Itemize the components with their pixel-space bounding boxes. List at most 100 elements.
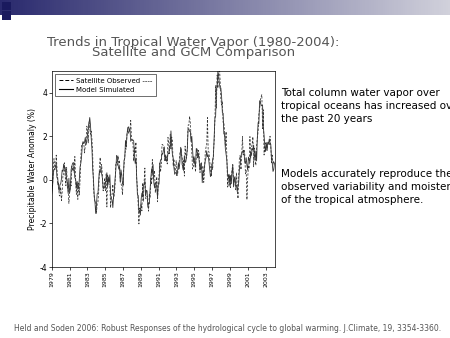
Bar — [58, 0, 61, 15]
Bar — [288, 0, 290, 15]
Bar — [2, 0, 4, 15]
Bar — [328, 0, 331, 15]
Bar — [236, 0, 238, 15]
Bar — [146, 0, 148, 15]
Bar — [387, 0, 389, 15]
Bar — [176, 0, 178, 15]
Bar — [245, 0, 248, 15]
Bar — [164, 0, 166, 15]
Bar — [252, 0, 254, 15]
Bar — [248, 0, 250, 15]
Bar — [223, 0, 225, 15]
Bar — [194, 0, 196, 15]
Bar — [16, 0, 18, 15]
Bar — [254, 0, 256, 15]
Bar — [266, 0, 268, 15]
Bar — [124, 0, 126, 15]
Bar — [45, 0, 47, 15]
Bar — [130, 0, 133, 15]
Bar — [142, 0, 144, 15]
Bar — [104, 0, 106, 15]
Bar — [302, 0, 304, 15]
Bar — [184, 0, 187, 15]
Bar — [133, 0, 135, 15]
Bar — [32, 0, 34, 15]
Bar — [169, 0, 171, 15]
Bar — [83, 0, 86, 15]
Bar — [196, 0, 198, 15]
Bar — [439, 0, 441, 15]
Bar — [20, 0, 22, 15]
Bar — [155, 0, 158, 15]
Bar — [367, 0, 369, 15]
Bar — [0, 0, 2, 15]
Bar — [274, 0, 277, 15]
Bar — [9, 0, 11, 15]
Bar — [250, 0, 252, 15]
Bar — [90, 0, 92, 15]
Bar — [94, 0, 97, 15]
Bar — [284, 0, 286, 15]
Bar — [281, 0, 284, 15]
Bar — [407, 0, 410, 15]
Bar — [356, 0, 358, 15]
Text: Models accurately reproduce the
observed variability and moistening
of the tropi: Models accurately reproduce the observed… — [281, 169, 450, 206]
Bar — [414, 0, 416, 15]
Bar — [79, 0, 81, 15]
Bar — [338, 0, 340, 15]
Bar — [50, 0, 52, 15]
Bar — [434, 0, 436, 15]
Bar — [376, 0, 378, 15]
Bar — [380, 0, 382, 15]
Bar — [209, 0, 211, 15]
Bar — [412, 0, 414, 15]
Bar — [263, 0, 266, 15]
Bar — [52, 0, 54, 15]
Bar — [101, 0, 104, 15]
Bar — [360, 0, 362, 15]
Bar — [63, 0, 65, 15]
Bar — [371, 0, 374, 15]
Bar — [198, 0, 200, 15]
Bar — [76, 0, 79, 15]
Bar — [272, 0, 274, 15]
Bar — [128, 0, 130, 15]
Bar — [243, 0, 245, 15]
Bar — [238, 0, 241, 15]
Bar — [61, 0, 63, 15]
Bar — [148, 0, 151, 15]
Bar — [2, 11, 11, 20]
Bar — [151, 0, 153, 15]
Bar — [65, 0, 68, 15]
Bar — [25, 0, 27, 15]
Bar — [200, 0, 202, 15]
Bar — [277, 0, 279, 15]
Bar — [385, 0, 387, 15]
Bar — [182, 0, 184, 15]
Bar — [220, 0, 223, 15]
Bar — [99, 0, 101, 15]
Bar — [40, 0, 43, 15]
Bar — [324, 0, 326, 15]
Bar — [171, 0, 173, 15]
Bar — [432, 0, 434, 15]
Bar — [416, 0, 418, 15]
Bar — [117, 0, 119, 15]
Bar — [261, 0, 263, 15]
Bar — [315, 0, 317, 15]
Bar — [227, 0, 230, 15]
Bar — [29, 0, 32, 15]
Bar — [396, 0, 398, 15]
Bar — [353, 0, 356, 15]
Bar — [36, 0, 38, 15]
Bar — [333, 0, 335, 15]
Bar — [216, 0, 218, 15]
Bar — [308, 0, 310, 15]
Bar — [256, 0, 259, 15]
Bar — [292, 0, 295, 15]
Bar — [428, 0, 430, 15]
Bar — [86, 0, 88, 15]
Bar — [173, 0, 176, 15]
Bar — [97, 0, 99, 15]
Bar — [259, 0, 261, 15]
